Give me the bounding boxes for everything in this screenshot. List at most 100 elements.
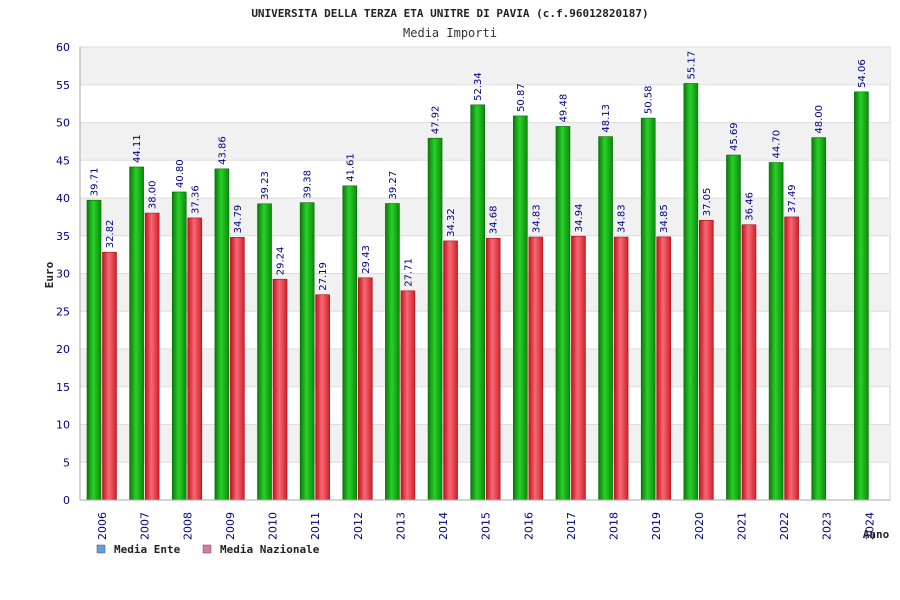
data-label: 34.79 — [233, 205, 244, 234]
data-label: 37.36 — [190, 185, 201, 214]
bar-media-ente-2006 — [86, 199, 102, 501]
y-axis-label: Euro — [43, 261, 56, 288]
data-label: 47.92 — [431, 106, 442, 135]
bar-media-ente-2010 — [257, 203, 272, 501]
data-label: 34.83 — [617, 204, 628, 233]
data-label: 29.43 — [361, 245, 372, 274]
bar-media-nazionale-2006 — [102, 251, 117, 501]
bar-media-nazionale-2016 — [528, 236, 544, 501]
data-label: 41.61 — [345, 153, 356, 182]
data-label: 29.24 — [276, 247, 287, 276]
data-label: 49.48 — [558, 94, 569, 123]
data-label: 27.19 — [318, 262, 329, 291]
x-tick-label: 2006 — [96, 512, 109, 540]
bar-media-ente-2015 — [470, 104, 485, 501]
data-label: 34.85 — [659, 204, 670, 233]
legend-label-media-nazionale: Media Nazionale — [220, 543, 320, 556]
y-tick-label: 60 — [56, 41, 70, 54]
data-label: 38.00 — [148, 180, 159, 209]
data-label: 54.06 — [857, 59, 868, 88]
x-tick-label: 2023 — [821, 512, 834, 540]
x-tick-label: 2013 — [394, 512, 407, 540]
data-label: 52.34 — [473, 72, 484, 101]
data-label: 50.87 — [516, 83, 527, 112]
bar-media-ente-2024 — [854, 91, 869, 501]
data-label: 50.58 — [644, 85, 655, 114]
data-label: 36.46 — [744, 192, 755, 221]
x-tick-label: 2011 — [309, 512, 322, 540]
bar-media-nazionale-2010 — [272, 278, 288, 501]
bar-media-nazionale-2022 — [784, 216, 799, 501]
data-label: 32.82 — [105, 220, 116, 249]
data-label: 40.80 — [175, 159, 186, 188]
bar-media-nazionale-2020 — [699, 219, 714, 501]
data-label: 34.32 — [446, 208, 457, 237]
data-label: 44.70 — [772, 130, 783, 159]
bar-media-ente-2007 — [129, 166, 144, 501]
x-tick-label: 2014 — [437, 512, 450, 540]
x-tick-label: 2018 — [608, 512, 621, 540]
data-label: 34.94 — [574, 204, 585, 233]
data-label: 37.49 — [787, 184, 798, 213]
y-tick-label: 55 — [56, 79, 70, 92]
x-tick-label: 2024 — [863, 512, 876, 540]
data-label: 45.69 — [729, 122, 740, 151]
bar-media-nazionale-2012 — [357, 277, 373, 501]
y-tick-label: 5 — [63, 456, 70, 469]
data-label: 27.71 — [403, 258, 414, 287]
data-labels: 39.71 32.82 44.11 38.00 40.80 37.36 43.86 34.79… — [90, 51, 868, 291]
bar-media-ente-2012 — [342, 185, 358, 501]
data-label: 43.86 — [217, 136, 228, 165]
y-tick-label: 45 — [56, 154, 70, 167]
grid-band — [80, 47, 890, 85]
x-tick-label: 2020 — [693, 512, 706, 540]
bar-media-ente-2008 — [171, 191, 187, 501]
x-axis: 2006 2007 2008 2009 2010 2011 2012 2013 2014 2015… — [80, 499, 890, 540]
data-label: 39.23 — [260, 171, 271, 200]
bar-media-nazionale-2013 — [400, 290, 416, 501]
x-axis-label: Anno — [863, 528, 890, 541]
bar-media-nazionale-2017 — [571, 235, 586, 501]
bar-media-nazionale-2018 — [613, 236, 629, 501]
bar-media-nazionale-2007 — [144, 212, 160, 501]
chart-title: UNIVERSITA DELLA TERZA ETA UNITRE DI PAV… — [251, 7, 648, 20]
data-label: 34.83 — [531, 204, 542, 233]
data-label: 44.11 — [132, 134, 143, 163]
x-tick-label: 2017 — [565, 512, 578, 540]
bar-media-ente-2016 — [513, 115, 528, 501]
bar-media-ente-2018 — [598, 136, 613, 501]
data-label: 39.38 — [303, 170, 314, 199]
bar-media-nazionale-2008 — [187, 217, 203, 501]
bar-media-nazionale-2019 — [656, 236, 672, 501]
x-tick-label: 2022 — [778, 512, 791, 540]
bar-media-nazionale-2011 — [315, 294, 330, 501]
data-label: 55.17 — [686, 51, 697, 80]
bar-media-ente-2019 — [640, 117, 656, 501]
y-tick-label: 35 — [56, 230, 70, 243]
grid-band — [80, 122, 890, 161]
x-tick-label: 2009 — [224, 512, 237, 540]
x-tick-label: 2008 — [181, 512, 194, 540]
y-tick-label: 40 — [56, 192, 70, 205]
x-tick-label: 2019 — [650, 512, 663, 540]
y-axis: 0 5 10 15 20 25 30 35 40 45 50 55 60 — [56, 41, 81, 507]
bar-media-ente-2021 — [726, 154, 741, 501]
data-label: 39.27 — [388, 171, 399, 200]
bar-media-ente-2017 — [555, 126, 571, 501]
x-tick-label: 2007 — [139, 512, 152, 540]
legend: Media Ente Media Nazionale — [96, 543, 320, 556]
y-tick-label: 0 — [63, 494, 70, 507]
bar-media-nazionale-2009 — [230, 237, 245, 501]
x-tick-label: 2016 — [522, 512, 535, 540]
bar-media-ente-2020 — [683, 83, 699, 501]
data-label: 34.68 — [489, 206, 500, 235]
bar-media-nazionale-2015 — [485, 237, 501, 501]
x-tick-label: 2010 — [267, 512, 280, 540]
y-tick-label: 10 — [56, 419, 70, 432]
bar-media-nazionale-2021 — [741, 224, 757, 501]
x-tick-label: 2015 — [480, 512, 493, 540]
bar-media-ente-2014 — [427, 137, 443, 501]
bar-media-ente-2022 — [768, 162, 784, 501]
data-label: 48.00 — [814, 105, 825, 134]
x-tick-label: 2021 — [735, 512, 748, 540]
